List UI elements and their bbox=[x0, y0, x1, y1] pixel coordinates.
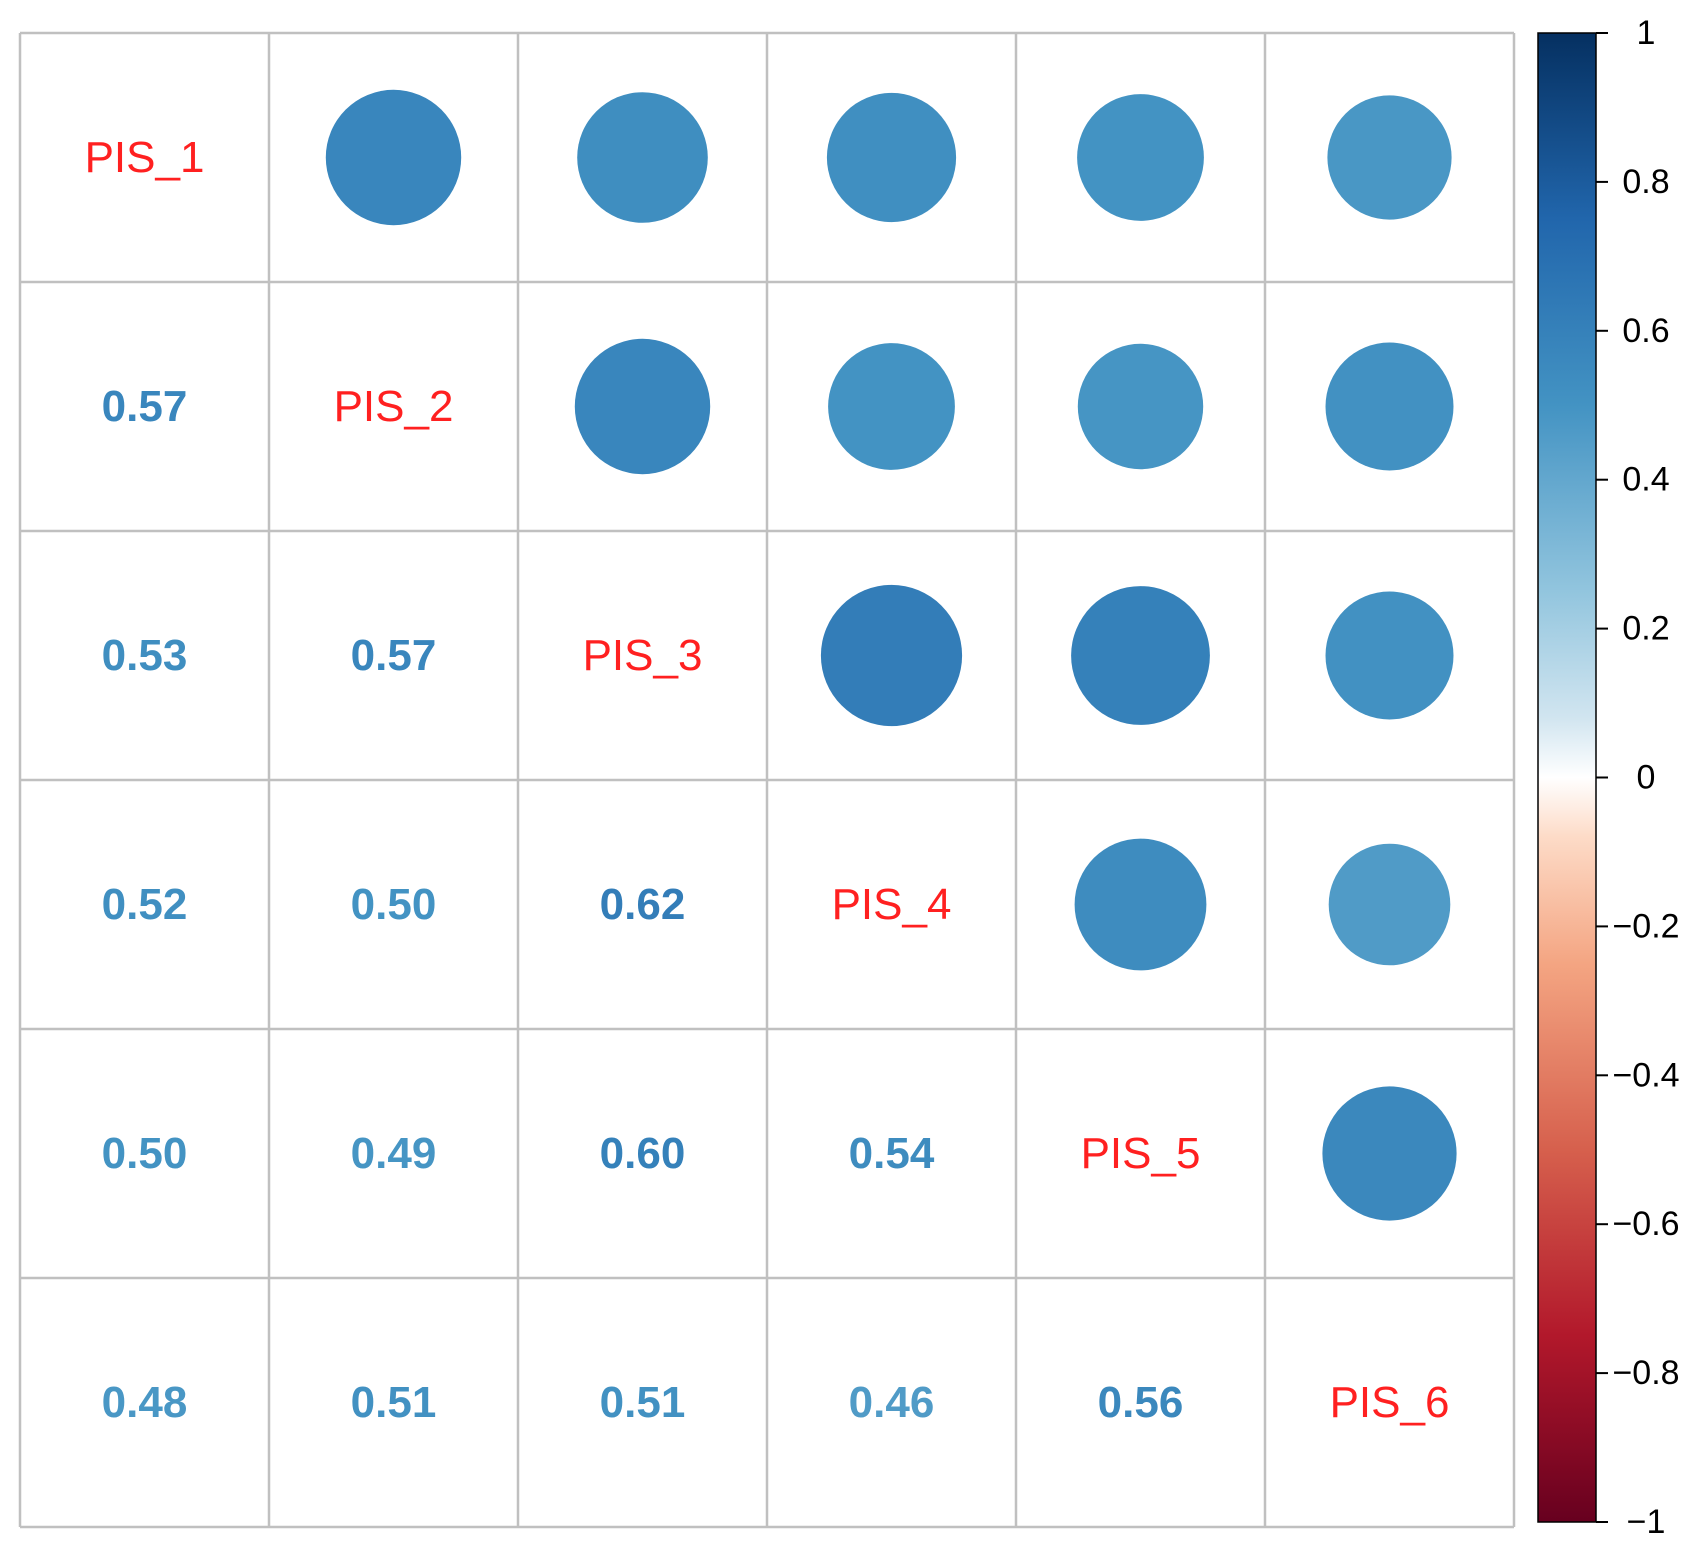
correlation-value: 0.48 bbox=[102, 1378, 188, 1427]
correlation-value: 0.53 bbox=[102, 631, 188, 680]
colorbar-tick-label: −0.6 bbox=[1612, 1205, 1679, 1243]
colorbar-tick-label: 0.2 bbox=[1622, 610, 1669, 648]
variable-label: PIS_1 bbox=[85, 133, 205, 182]
colorbar-tick-label: 0 bbox=[1637, 759, 1656, 797]
correlation-value: 0.57 bbox=[102, 382, 188, 431]
correlation-value: 0.52 bbox=[102, 880, 188, 929]
colorbar-tick-label: 1 bbox=[1637, 14, 1656, 52]
correlation-circle bbox=[1077, 94, 1204, 221]
colorbar-tick-label: 0.4 bbox=[1622, 461, 1669, 499]
correlation-value: 0.51 bbox=[600, 1378, 686, 1427]
correlation-value: 0.56 bbox=[1098, 1378, 1184, 1427]
colorbar-tick-label: −1 bbox=[1627, 1503, 1666, 1541]
correlation-circle bbox=[1327, 95, 1452, 220]
variable-label: PIS_6 bbox=[1330, 1378, 1450, 1427]
correlation-circle bbox=[828, 343, 955, 470]
colorbar-tick-label: −0.2 bbox=[1612, 907, 1679, 945]
variable-label: PIS_5 bbox=[1081, 1129, 1201, 1178]
correlation-value: 0.54 bbox=[849, 1129, 935, 1178]
correlation-value: 0.46 bbox=[849, 1378, 935, 1427]
variable-label: PIS_3 bbox=[583, 631, 703, 680]
correlation-circle bbox=[1325, 342, 1454, 471]
correlation-circle bbox=[1077, 343, 1204, 470]
colorbar-tick-label: −0.8 bbox=[1612, 1354, 1679, 1392]
correlation-circle bbox=[1328, 843, 1451, 966]
matrix-cells: PIS_1 0.57 PIS_2 0.53 0.57 PIS_3 0.52 0.50 0.62 P… bbox=[85, 89, 1457, 1427]
correlation-value: 0.50 bbox=[351, 880, 437, 929]
colorbar-tick-label: 0.8 bbox=[1622, 163, 1669, 201]
correlation-circle bbox=[820, 584, 963, 727]
correlation-circle bbox=[1071, 586, 1210, 725]
colorbar-gradient bbox=[1537, 32, 1597, 1523]
correlation-value: 0.57 bbox=[351, 631, 437, 680]
correlation-circle bbox=[577, 92, 708, 223]
correlation-value: 0.51 bbox=[351, 1378, 437, 1427]
colorbar-tick-label: 0.6 bbox=[1622, 312, 1669, 350]
correlation-value: 0.49 bbox=[351, 1129, 437, 1178]
correlation-circle bbox=[574, 338, 711, 475]
correlation-value: 0.60 bbox=[600, 1129, 686, 1178]
variable-label: PIS_4 bbox=[832, 880, 952, 929]
correlation-circle bbox=[1325, 591, 1454, 720]
matrix-grid bbox=[18, 31, 1516, 1529]
correlation-value: 0.62 bbox=[600, 880, 686, 929]
correlation-circle bbox=[826, 92, 957, 223]
correlation-circle bbox=[1322, 1086, 1457, 1221]
colorbar: 1 0.8 0.6 0.4 0.2 0 −0.2 −0.4 −0.6 −0.8 −1 bbox=[1537, 14, 1680, 1541]
correlation-circle bbox=[1074, 838, 1207, 971]
correlation-circle bbox=[325, 89, 462, 226]
colorbar-tick-label: −0.4 bbox=[1612, 1056, 1679, 1094]
variable-label: PIS_2 bbox=[334, 382, 454, 431]
correlation-value: 0.50 bbox=[102, 1129, 188, 1178]
